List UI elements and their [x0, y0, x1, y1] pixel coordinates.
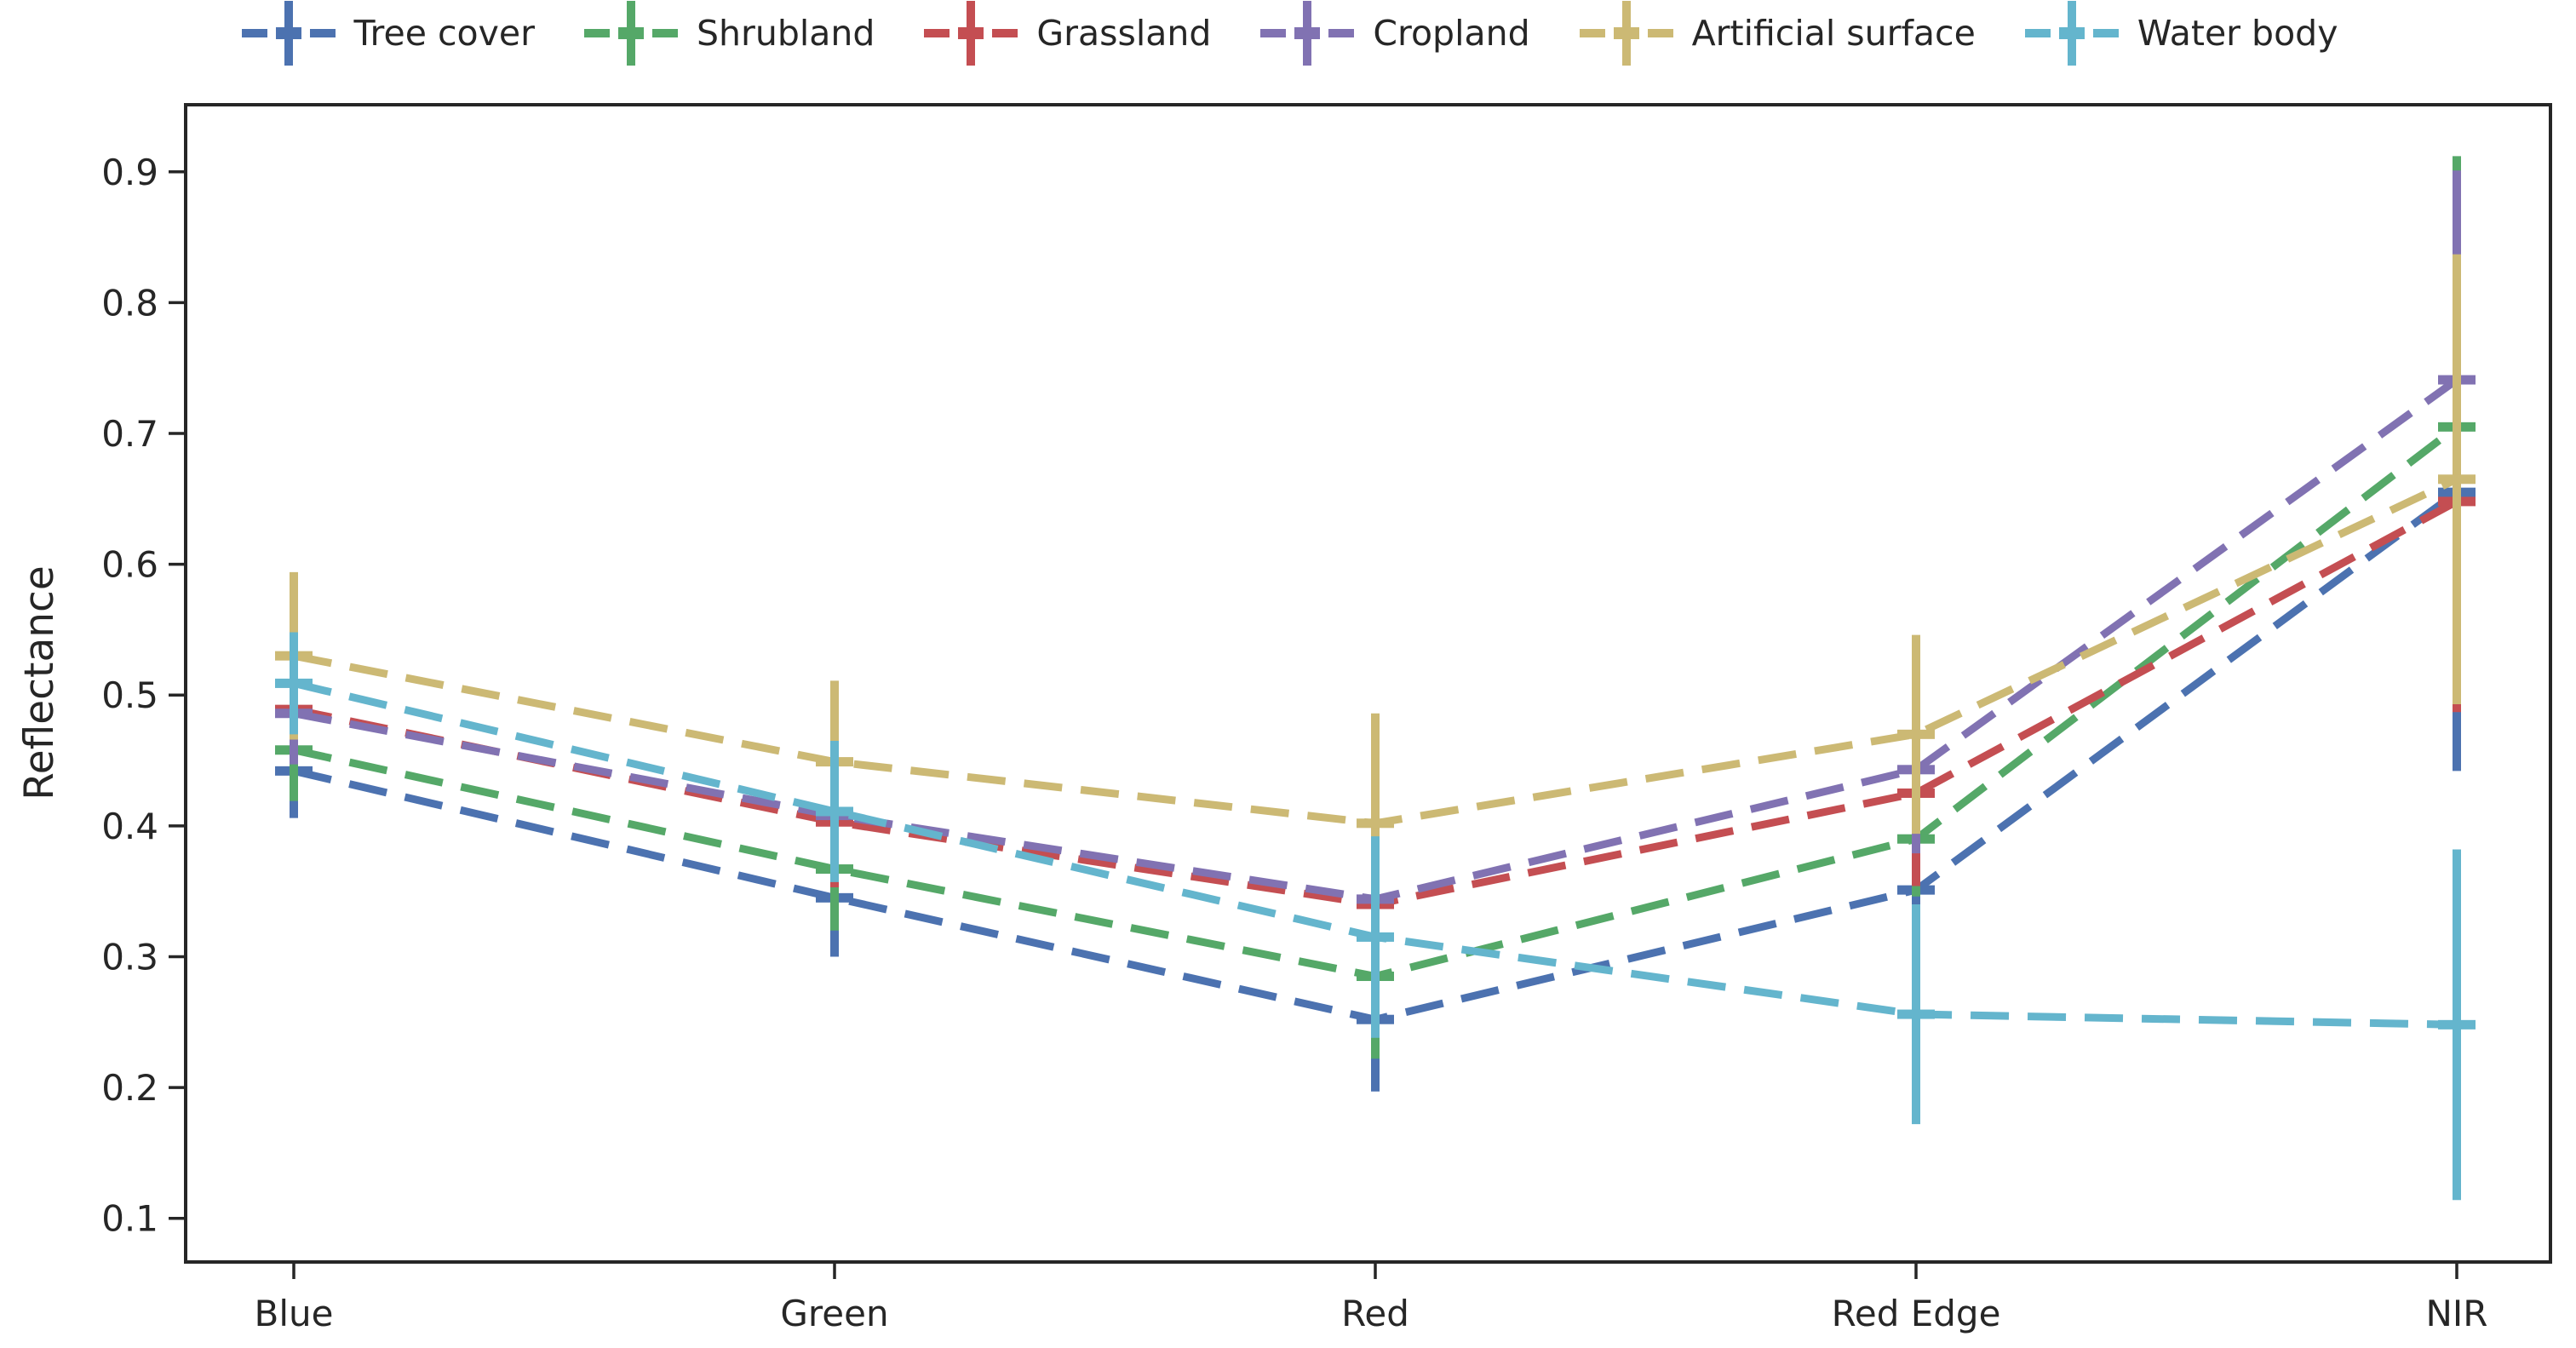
y-tick-label: 0.5: [101, 674, 158, 716]
y-tick-label: 0.8: [101, 282, 158, 324]
x-tick-label: NIR: [2426, 1293, 2488, 1334]
data-point-marker: [2438, 1019, 2476, 1030]
legend-item-grassland: Grassland: [921, 0, 1211, 69]
y-tick-label: 0.6: [101, 544, 158, 586]
legend-label: Cropland: [1373, 13, 1530, 54]
legend-item-shrubland: Shrubland: [581, 0, 875, 69]
legend-label: Water body: [2137, 13, 2338, 54]
data-point-marker: [1357, 818, 1394, 829]
legend: Tree cover Shrubland Grassland Cropland Arti…: [0, 0, 2576, 66]
legend-label: Grassland: [1036, 13, 1212, 54]
data-point-marker: [1897, 1009, 1935, 1019]
legend-errorbar-glyph: [583, 1, 678, 66]
data-point-marker: [275, 678, 313, 688]
series-water-body: [275, 632, 2476, 1201]
legend-item-cropland: Cropland: [1257, 0, 1530, 69]
legend-errorbar-glyph: [241, 1, 336, 66]
series-artificial-surface: [275, 254, 2476, 933]
x-tick-label: Blue: [255, 1293, 334, 1334]
x-tick-label: Red Edge: [1832, 1293, 2001, 1334]
y-tick-label: 0.1: [101, 1198, 158, 1240]
y-tick-label: 0.9: [101, 152, 158, 193]
y-tick-label: 0.3: [101, 936, 158, 978]
y-tick-label: 0.4: [101, 806, 158, 847]
x-tick-label: Green: [780, 1293, 888, 1334]
legend-item-artificial-surface: Artificial surface: [1576, 0, 1976, 69]
y-tick-label: 0.2: [101, 1067, 158, 1109]
legend-label: Artificial surface: [1691, 13, 1976, 54]
y-axis-label: Reflectance: [16, 565, 63, 800]
data-point-marker: [1357, 932, 1394, 942]
y-tick-label: 0.7: [101, 413, 158, 455]
legend-item-tree-cover: Tree cover: [238, 0, 535, 69]
data-point-marker: [816, 806, 853, 817]
legend-errorbar-glyph: [2024, 1, 2119, 66]
legend-item-water-body: Water body: [2022, 0, 2338, 69]
legend-errorbar-glyph: [924, 1, 1018, 66]
legend-label: Shrubland: [696, 13, 875, 54]
legend-errorbar-glyph: [1579, 1, 1673, 66]
legend-errorbar-glyph: [1260, 1, 1355, 66]
ticks-layer: 0.1 0.2 0.3 0.4 0.5 0.6 0.7 0.8 0.9 Blue Green Red R…: [101, 152, 2487, 1334]
data-point-marker: [1897, 729, 1935, 739]
legend-label: Tree cover: [353, 13, 535, 54]
data-point-marker: [2438, 474, 2476, 485]
plot-border: [184, 103, 2552, 1264]
series-layer: [275, 156, 2476, 1201]
x-tick-label: Red: [1341, 1293, 1409, 1334]
